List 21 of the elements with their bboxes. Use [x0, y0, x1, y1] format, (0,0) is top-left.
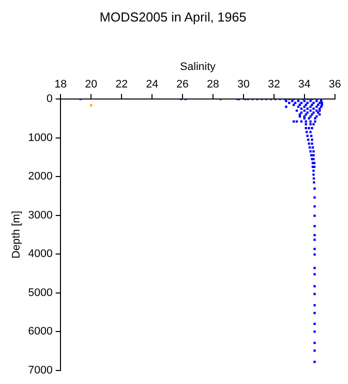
y-tick-label: 2000: [28, 170, 53, 183]
x-tick-label: 30: [237, 78, 250, 90]
x-tick-label: 22: [115, 78, 128, 90]
chart-title: MODS2005 in April, 1965: [100, 9, 246, 24]
x-tick-label: 20: [85, 78, 98, 90]
y-tick-label: 1000: [28, 132, 53, 144]
y-tick-label: 0: [46, 93, 53, 106]
x-tick-label: 28: [206, 78, 220, 90]
y-tick-label: 3000: [28, 209, 53, 222]
y-tick-label: 7000: [28, 364, 53, 376]
y-tick-label: 5000: [28, 286, 53, 299]
x-tick-label: 26: [176, 78, 189, 90]
x-tick-label: 36: [328, 78, 342, 90]
x-tick-label: 24: [146, 78, 158, 90]
y-axis-title: Depth [m]: [10, 210, 23, 259]
y-tick-label: 6000: [28, 326, 53, 338]
y-tick-label: 4000: [28, 248, 53, 260]
x-tick-label: 32: [268, 78, 280, 90]
x-tick-label: 18: [54, 78, 67, 90]
x-tick-label: 34: [298, 78, 311, 90]
x-axis-title: Salinity: [180, 61, 216, 74]
